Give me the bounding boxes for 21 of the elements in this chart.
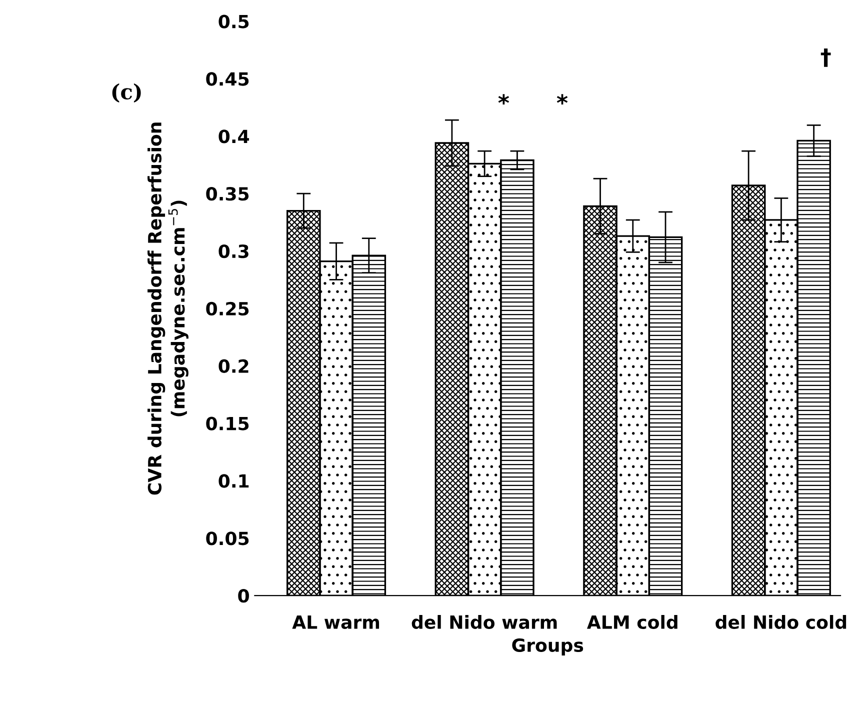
y-tick-label: 0.05 [206, 532, 249, 546]
y-tick-label: 0.4 [218, 130, 250, 144]
x-axis-title: Groups [512, 638, 584, 656]
x-tick-label: ALM cold [586, 615, 678, 629]
x-tick-label: del Nido cold [716, 615, 846, 629]
y-axis-title: CVR during Langendorff Reperfusion (megadyne.sec.cm$^{−5}$) [148, 122, 188, 495]
annotation: * [556, 94, 568, 104]
y-tick-label: 0.5 [218, 14, 249, 28]
text: (c) [112, 83, 141, 103]
y-tick-label: 0.35 [206, 187, 249, 201]
y-tick-label: 0.25 [206, 302, 249, 316]
y-tick-label: 0.45 [206, 72, 249, 86]
annotation: * [498, 94, 510, 104]
x-tick-label: AL warm [292, 616, 380, 629]
y-tick-label: 0.15 [206, 416, 249, 430]
annotation: † [820, 48, 831, 67]
y-tick-label: 0.3 [218, 244, 248, 258]
y-tick-label: 0.2 [218, 359, 248, 373]
x-tick-label: del Nido warm [412, 615, 557, 629]
y-tick-label: 0.1 [218, 474, 249, 488]
y-tick-label: 0 [238, 589, 249, 603]
